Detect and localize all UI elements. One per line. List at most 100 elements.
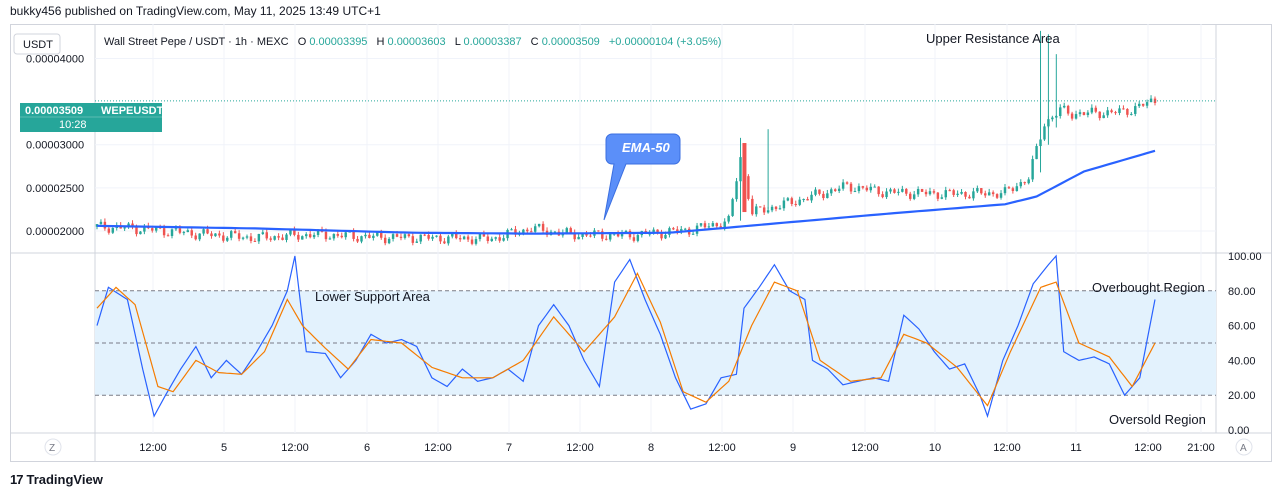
rsi-levels — [95, 290, 1216, 396]
candle-body — [605, 238, 608, 240]
candle-body — [218, 233, 221, 236]
price-tag-ticker: WEPEUSDT — [101, 105, 164, 117]
candle-body — [857, 186, 861, 192]
candle-body — [537, 223, 541, 227]
candle-body — [233, 231, 237, 234]
candle-body — [478, 233, 482, 240]
time-tick-label: 12:00 — [281, 442, 309, 454]
candle-body — [782, 200, 786, 209]
candle-body — [490, 238, 493, 241]
candle-body — [703, 223, 707, 228]
candle-body — [845, 182, 849, 184]
chart-frame — [10, 24, 1272, 462]
candle-body — [972, 191, 975, 199]
candle-body — [285, 234, 288, 240]
candle-body — [360, 236, 363, 242]
candle-body — [912, 194, 916, 199]
candle-body — [755, 206, 758, 215]
tradingview-footer[interactable]: 17 TradingView — [10, 472, 103, 487]
candle-body — [237, 233, 241, 239]
candle-body — [676, 229, 679, 233]
candle-body — [920, 189, 924, 192]
candle-body — [581, 233, 584, 237]
time-tick-label: 12:00 — [424, 442, 452, 454]
symbol-legend[interactable]: Wall Street Pepe / USDT · 1h · MEXC O 0.… — [104, 36, 721, 48]
candle-body — [502, 238, 505, 241]
candle-body — [301, 236, 304, 240]
candle-body — [984, 193, 987, 196]
candle-body — [376, 232, 379, 236]
candle-body — [427, 234, 430, 239]
candle-body — [731, 199, 734, 216]
low-label: L — [455, 36, 461, 48]
candle-body — [601, 231, 604, 239]
candle-body — [577, 236, 580, 240]
candle-body — [861, 186, 865, 188]
candle-body — [774, 206, 778, 210]
candle-body — [1015, 186, 1019, 192]
candle-body — [924, 191, 928, 195]
candle-body — [411, 236, 415, 243]
candle-body — [1126, 108, 1129, 115]
price-tick-label: 0.00004000 — [26, 53, 84, 65]
time-tick-label: 10 — [929, 442, 941, 454]
candle-body — [664, 234, 667, 239]
candle-body — [877, 186, 880, 195]
candle-body — [356, 238, 359, 242]
candle-spike-body — [742, 143, 747, 213]
candle-body — [853, 191, 857, 193]
candle-body — [387, 238, 391, 244]
time-tick-label: 21:00 — [1187, 442, 1215, 454]
candle-body — [699, 223, 703, 226]
candle-body — [289, 229, 292, 235]
candle-body — [1027, 179, 1030, 184]
candle-body — [190, 230, 193, 236]
auto-scale-button[interactable] — [1235, 438, 1253, 456]
candle-body — [1114, 112, 1117, 114]
price-tag — [20, 103, 162, 132]
candle-body — [510, 229, 513, 231]
candle-body — [869, 186, 872, 191]
candle-body — [403, 234, 407, 238]
candle-body — [1007, 187, 1011, 189]
candle-body — [608, 233, 612, 240]
zoom-button[interactable] — [44, 438, 62, 456]
candle-body — [826, 193, 829, 199]
candle-body — [470, 239, 474, 244]
candle-body — [849, 183, 853, 192]
candle-body — [727, 215, 730, 222]
candle-body — [672, 228, 675, 230]
time-tick-label: 7 — [506, 442, 512, 454]
candle-body — [794, 203, 797, 205]
candle-body — [1082, 112, 1086, 116]
candle-body — [873, 186, 876, 188]
candle-body — [893, 189, 896, 193]
candle-body — [952, 190, 955, 195]
candle-body — [395, 234, 399, 237]
ema-callout-bubble — [603, 133, 681, 221]
candle-body — [383, 237, 387, 244]
time-tick-label: 8 — [648, 442, 654, 454]
candle-body — [652, 229, 655, 234]
candle-body — [932, 191, 936, 193]
candle-body — [526, 229, 529, 232]
candle-body — [928, 191, 932, 195]
candle-body — [261, 232, 265, 234]
currency-badge[interactable] — [13, 33, 61, 55]
publish-info: bukky456 published on TradingView.com, M… — [10, 4, 381, 18]
candle-body — [691, 233, 695, 235]
candle-body — [447, 236, 450, 244]
candle-body — [1035, 146, 1038, 160]
candle-body — [533, 226, 537, 232]
candle-body — [1090, 107, 1094, 113]
candle-body — [889, 189, 892, 192]
zoom-button-label: Z — [49, 443, 55, 454]
candle-body — [1074, 114, 1078, 119]
candle-body — [909, 193, 912, 199]
tradingview-brand: TradingView — [26, 472, 103, 487]
candle-body — [435, 235, 438, 237]
candle-body — [751, 198, 754, 215]
candle-body — [683, 228, 687, 230]
candle-body — [151, 228, 154, 231]
